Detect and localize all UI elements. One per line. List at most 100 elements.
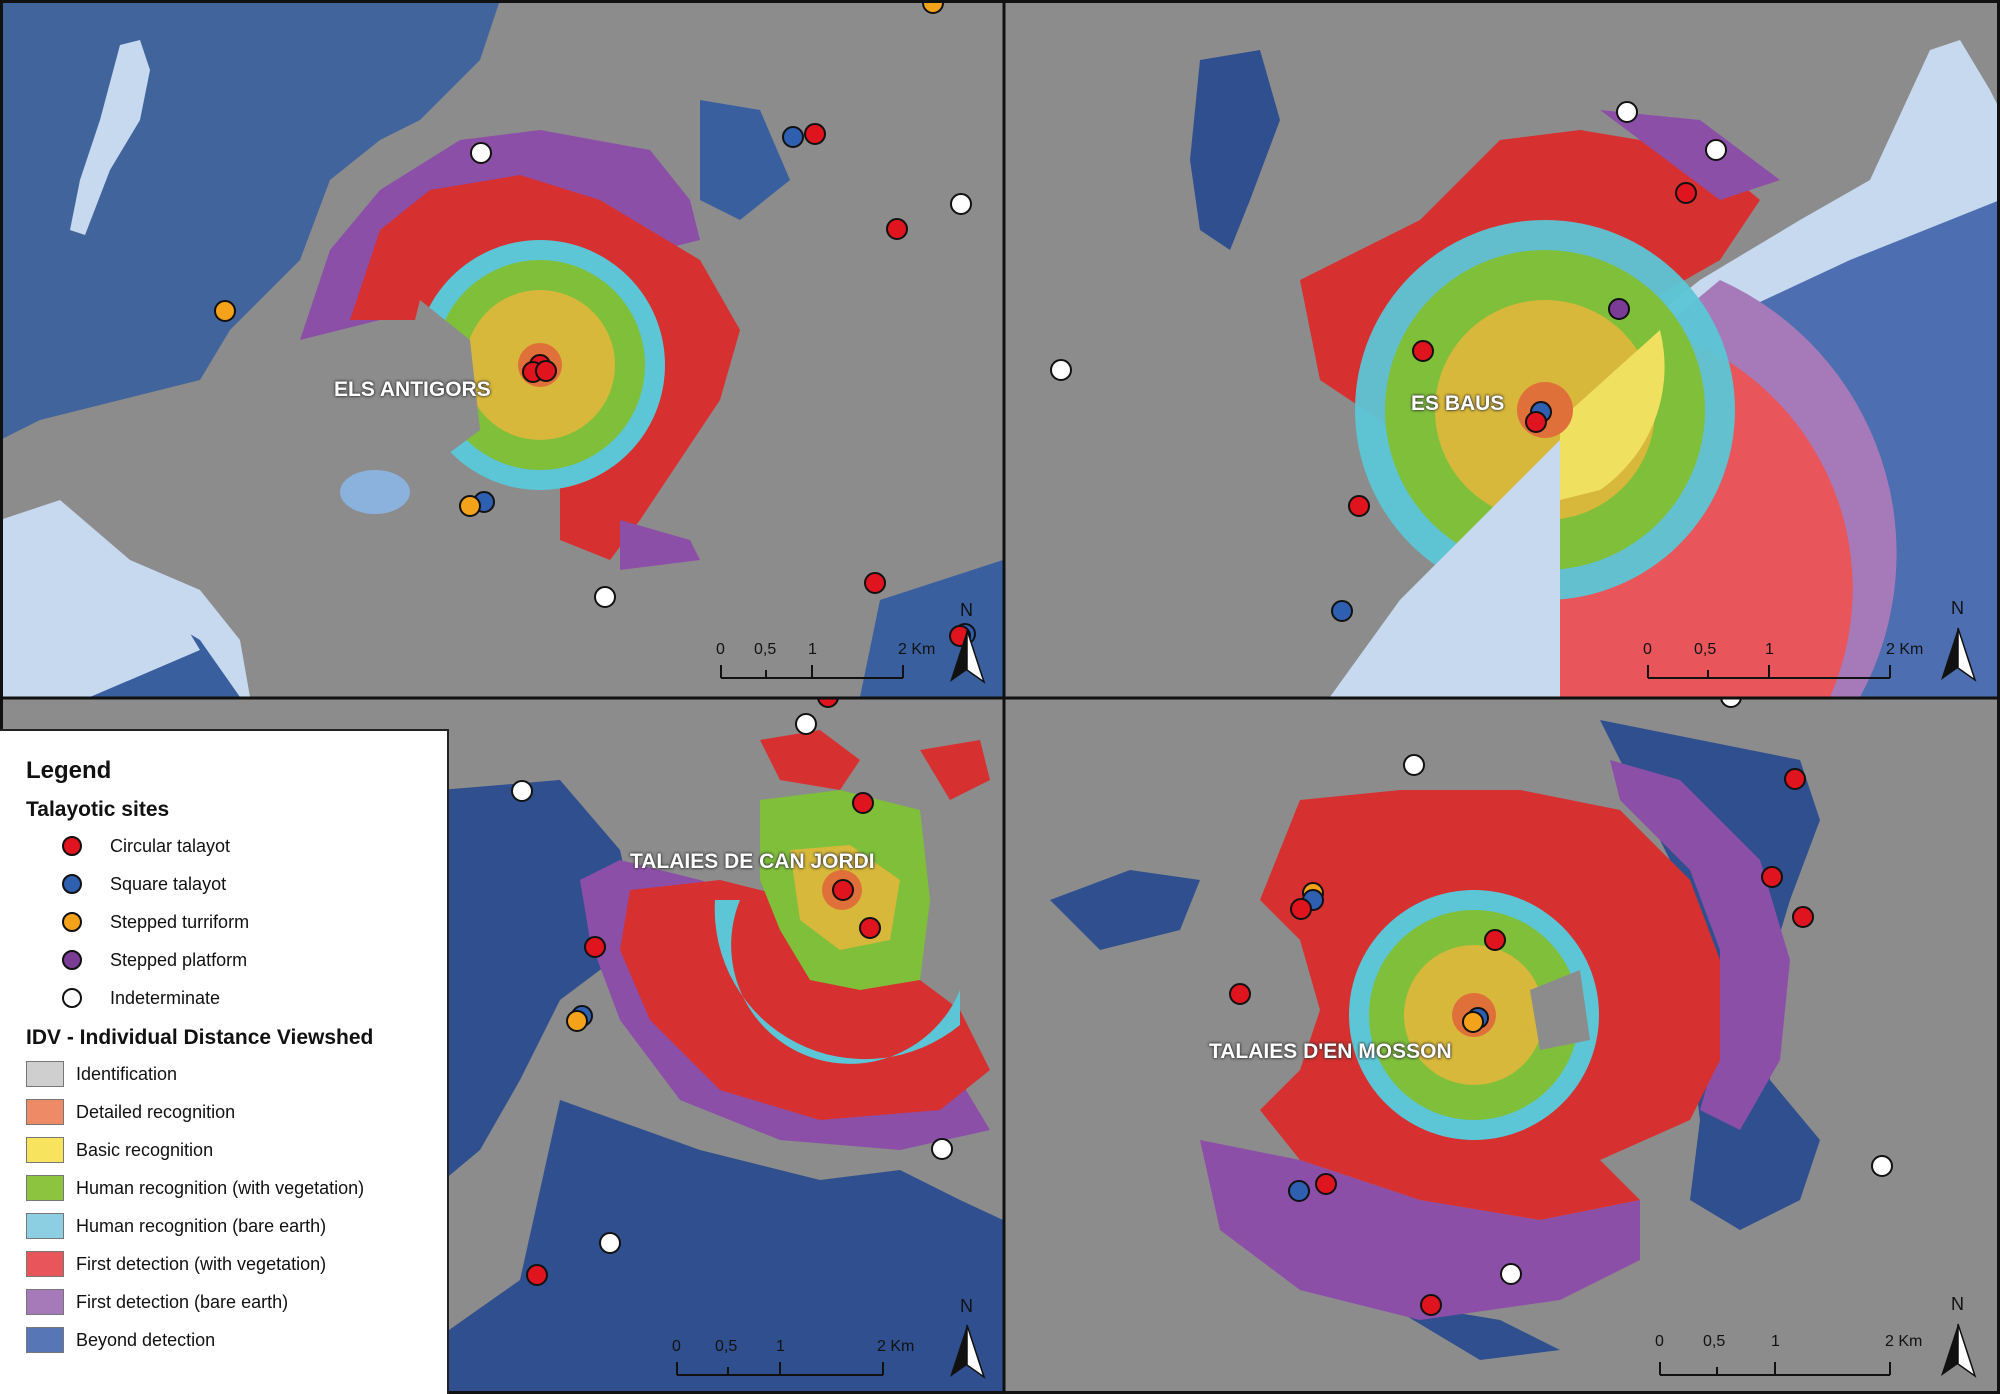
site-marker [511,780,533,802]
north-label: N [960,600,973,620]
first-detection-veg [620,880,990,1120]
legend-idv-swatch [26,1099,64,1125]
first-detection-veg [350,175,740,560]
site-marker [1761,866,1783,888]
site-marker [931,1138,953,1160]
site-marker [1288,1180,1310,1202]
legend-site-symbol [62,950,82,970]
legend-title: Legend [26,757,112,784]
legend-site-row: Stepped turriform [26,903,447,941]
site-marker [1616,101,1638,123]
site-marker [1462,1011,1484,1033]
site-marker [1525,411,1547,433]
site-label-talaies-de-can-jordi: TALAIES DE CAN JORDI [630,850,875,873]
scale-label: 0 [716,641,725,658]
site-marker [1784,768,1806,790]
panel-talaies-den-mosson [1005,699,2000,1394]
legend: Legend Talayotic sites Circular talayot S… [0,729,449,1394]
legend-site-row: Stepped platform [26,941,447,979]
site-marker [859,917,881,939]
site-marker [782,126,804,148]
site-marker [214,300,236,322]
scale-label: 0 [1643,641,1652,658]
legend-site-symbol [62,912,82,932]
pond [340,470,410,514]
site-marker [594,586,616,608]
site-marker [886,218,908,240]
site-marker [1403,754,1425,776]
legend-idv-row: First detection (with vegetation) [26,1245,447,1283]
legend-site-row: Square talayot [26,865,447,903]
site-marker [864,572,886,594]
legend-idv-row: First detection (bare earth) [26,1283,447,1321]
scale-label: 1 [1771,1333,1780,1350]
site-marker [1420,1294,1442,1316]
legend-idv-label: Detailed recognition [76,1101,236,1122]
north-arrow [1941,627,1977,682]
legend-idv-swatch [26,1175,64,1201]
scale-label: 2 Km [898,641,936,658]
site-label-es-baus: ES BAUS [1411,392,1505,415]
site-marker [804,123,826,145]
legend-idv-row: Beyond detection [26,1321,447,1359]
north-arrow [1941,1323,1977,1378]
beyond-detection-area [1050,870,1200,950]
legend-idv-label: First detection (bare earth) [76,1291,289,1312]
legend-idv-swatch [26,1251,64,1277]
scale-bar [1647,665,1891,679]
site-marker [1412,340,1434,362]
first-detection-bare [1200,1140,1640,1320]
legend-idv-row: Human recognition (with vegetation) [26,1169,447,1207]
legend-site-label: Indeterminate [110,987,221,1008]
scale-label: 0,5 [754,641,777,658]
site-marker [584,936,606,958]
scale-bar [676,1362,884,1376]
legend-sites-heading: Talayotic sites [26,798,170,821]
legend-site-label: Square talayot [110,873,227,894]
site-marker [1331,600,1353,622]
site-marker [1720,699,1742,708]
scale-label: 0 [1655,1333,1664,1350]
site-marker [950,193,972,215]
legend-idv-label: Basic recognition [76,1139,214,1160]
legend-idv-heading: IDV - Individual Distance Viewshed [26,1026,374,1049]
scale-label: 1 [776,1338,785,1355]
north-label: N [1951,598,1964,618]
site-label-els-antigors: ELS ANTIGORS [334,378,491,401]
legend-idv-row: Detailed recognition [26,1093,447,1131]
site-marker [1500,1263,1522,1285]
legend-idv-row: Human recognition (bare earth) [26,1207,447,1245]
legend-site-row: Circular talayot [26,827,447,865]
scale-label: 2 Km [1886,641,1924,658]
panel-els-antigors [0,0,1003,697]
scale-bar [720,665,904,679]
site-marker [535,360,557,382]
site-marker [1608,298,1630,320]
north-arrow [950,629,986,684]
legend-site-label: Stepped turriform [110,911,250,932]
legend-site-row: Indeterminate [26,979,447,1017]
site-marker [1675,182,1697,204]
scale-label: 0,5 [1694,641,1717,658]
scale-label: 1 [1765,641,1774,658]
site-marker [1792,906,1814,928]
site-marker [1348,495,1370,517]
first-detection-bare [1610,760,1790,1130]
legend-idv-swatch [26,1327,64,1353]
legend-idv-swatch [26,1289,64,1315]
legend-site-label: Stepped platform [110,949,248,970]
scale-bar [1659,1362,1891,1376]
scale-label: 2 Km [877,1338,915,1355]
north-label: N [1951,1294,1964,1314]
beyond-detection-area [1190,50,1280,250]
legend-site-symbol [62,836,82,856]
legend-idv-label: First detection (with vegetation) [76,1253,327,1274]
legend-idv-row: Identification [26,1055,447,1093]
site-marker [1705,139,1727,161]
scale-label: 0,5 [1703,1333,1726,1350]
beyond-detection-area [449,1100,1003,1394]
site-marker [1484,929,1506,951]
scale-label: 2 Km [1885,1333,1923,1350]
